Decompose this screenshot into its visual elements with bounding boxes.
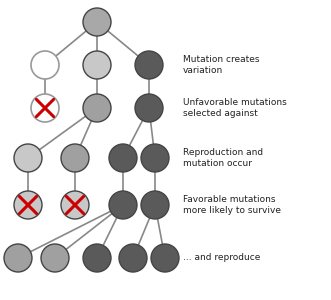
Circle shape [31,94,59,122]
Circle shape [61,144,89,172]
Circle shape [151,244,179,272]
Text: Unfavorable mutations
selected against: Unfavorable mutations selected against [183,98,287,118]
Circle shape [119,244,147,272]
Circle shape [83,8,111,36]
Circle shape [83,244,111,272]
Circle shape [83,51,111,79]
Text: ... and reproduce: ... and reproduce [183,254,260,262]
Circle shape [41,244,69,272]
Circle shape [14,191,42,219]
Text: Favorable mutations
more likely to survive: Favorable mutations more likely to survi… [183,195,281,215]
Circle shape [4,244,32,272]
Text: Reproduction and
mutation occur: Reproduction and mutation occur [183,148,263,168]
Circle shape [135,51,163,79]
Circle shape [83,94,111,122]
Circle shape [31,51,59,79]
Circle shape [141,191,169,219]
Circle shape [135,94,163,122]
Circle shape [141,144,169,172]
Circle shape [61,191,89,219]
Circle shape [14,144,42,172]
Circle shape [109,144,137,172]
Circle shape [109,191,137,219]
Text: Mutation creates
variation: Mutation creates variation [183,55,260,75]
